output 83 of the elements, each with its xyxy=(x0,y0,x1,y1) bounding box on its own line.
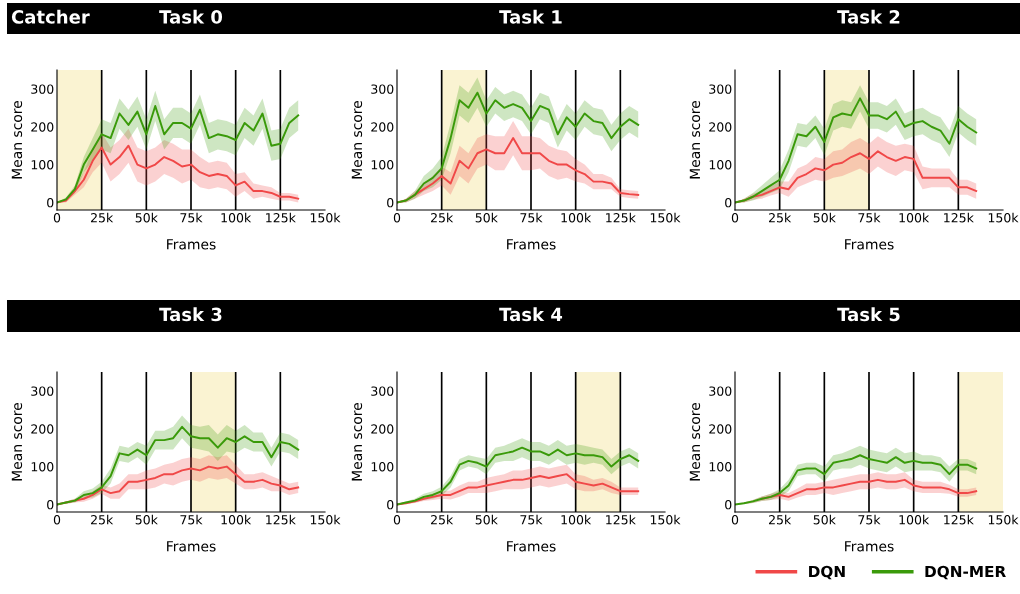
y-axis-title: Mean score xyxy=(689,402,701,481)
x-tick-label: 75k xyxy=(858,212,881,223)
chart-title: Task 1 xyxy=(499,9,562,24)
chart-title: Task 0 xyxy=(159,9,223,24)
x-tick-label: 100k xyxy=(561,514,592,525)
x-tick-label: 125k xyxy=(944,514,974,525)
x-axis-title: Frames xyxy=(507,541,556,552)
x-tick-label: 150k xyxy=(310,514,341,525)
y-tick-label: 200 xyxy=(371,424,394,434)
x-tick-label: 100k xyxy=(221,212,252,223)
x-tick-label: 150k xyxy=(310,212,341,223)
x-tick-label: 100k xyxy=(899,212,930,223)
x-tick-label: 25k xyxy=(431,212,454,223)
x-tick-label: 50k xyxy=(813,514,836,525)
y-tick-label: 0 xyxy=(387,197,394,208)
x-tick-label: 75k xyxy=(858,514,881,525)
legend-label: DQN-MER xyxy=(925,565,1006,580)
x-tick-label: 150k xyxy=(988,212,1019,223)
y-tick-label: 0 xyxy=(47,499,54,510)
chart-title: Task 2 xyxy=(837,9,900,24)
chart-title: Task 5 xyxy=(837,307,900,322)
x-axis-title: Frames xyxy=(845,541,894,552)
y-tick-label: 0 xyxy=(725,499,732,510)
x-tick-label: 50k xyxy=(135,212,158,223)
x-tick-label: 125k xyxy=(266,514,296,525)
y-tick-label: 100 xyxy=(709,160,732,170)
x-tick-label: 125k xyxy=(606,212,636,223)
y-tick-label: 100 xyxy=(31,160,54,170)
text: Catcher xyxy=(11,9,90,24)
y-tick-label: 100 xyxy=(371,160,394,170)
x-tick-label: 50k xyxy=(475,212,498,223)
x-tick-label: 150k xyxy=(988,514,1019,525)
y-tick-label: 200 xyxy=(709,122,732,132)
y-tick-label: 300 xyxy=(709,84,732,94)
x-tick-label: 100k xyxy=(221,514,252,525)
chart-title: Task 4 xyxy=(499,307,563,322)
x-tick-label: 100k xyxy=(899,514,930,525)
x-tick-label: 25k xyxy=(91,212,114,223)
x-axis-title: Frames xyxy=(507,239,556,250)
x-tick-label: 150k xyxy=(650,212,681,223)
y-tick-label: 100 xyxy=(371,462,394,472)
x-tick-label: 125k xyxy=(944,212,974,223)
y-tick-label: 100 xyxy=(709,462,732,472)
y-tick-label: 200 xyxy=(371,122,394,132)
x-tick-label: 25k xyxy=(769,514,792,525)
y-tick-label: 200 xyxy=(31,122,54,132)
y-tick-label: 300 xyxy=(371,84,394,94)
chart-title: Task 3 xyxy=(159,307,222,322)
legend-label: DQN xyxy=(809,565,845,580)
y-tick-label: 100 xyxy=(31,462,54,472)
y-tick-label: 0 xyxy=(47,197,54,208)
y-tick-label: 200 xyxy=(31,424,54,434)
x-tick-label: 25k xyxy=(769,212,792,223)
y-tick-label: 300 xyxy=(31,84,54,94)
x-tick-label: 125k xyxy=(606,514,636,525)
x-tick-label: 50k xyxy=(475,514,498,525)
y-axis-title: Mean score xyxy=(351,402,363,481)
y-tick-label: 300 xyxy=(371,386,394,396)
x-tick-label: 50k xyxy=(135,514,158,525)
y-axis-title: Mean score xyxy=(11,100,23,179)
x-tick-label: 25k xyxy=(431,514,454,525)
y-tick-label: 0 xyxy=(725,197,732,208)
line-series xyxy=(57,144,300,204)
x-axis-title: Frames xyxy=(845,239,894,250)
y-tick-label: 0 xyxy=(387,499,394,510)
x-tick-label: 125k xyxy=(266,212,296,223)
y-axis-title: Mean score xyxy=(689,100,701,179)
y-tick-label: 300 xyxy=(31,386,54,396)
line-series xyxy=(735,454,978,506)
x-tick-label: 75k xyxy=(180,212,203,223)
x-axis-title: Frames xyxy=(167,541,216,552)
x-axis-title: Frames xyxy=(167,239,216,250)
y-tick-label: 300 xyxy=(709,386,732,396)
x-tick-label: 100k xyxy=(561,212,592,223)
x-tick-label: 50k xyxy=(813,212,836,223)
y-axis-title: Mean score xyxy=(11,402,23,481)
y-tick-label: 200 xyxy=(709,424,732,434)
x-tick-label: 75k xyxy=(520,514,543,525)
x-tick-label: 75k xyxy=(520,212,543,223)
x-tick-label: 150k xyxy=(650,514,681,525)
y-axis-title: Mean score xyxy=(351,100,363,179)
x-tick-label: 25k xyxy=(91,514,114,525)
x-tick-label: 75k xyxy=(180,514,203,525)
